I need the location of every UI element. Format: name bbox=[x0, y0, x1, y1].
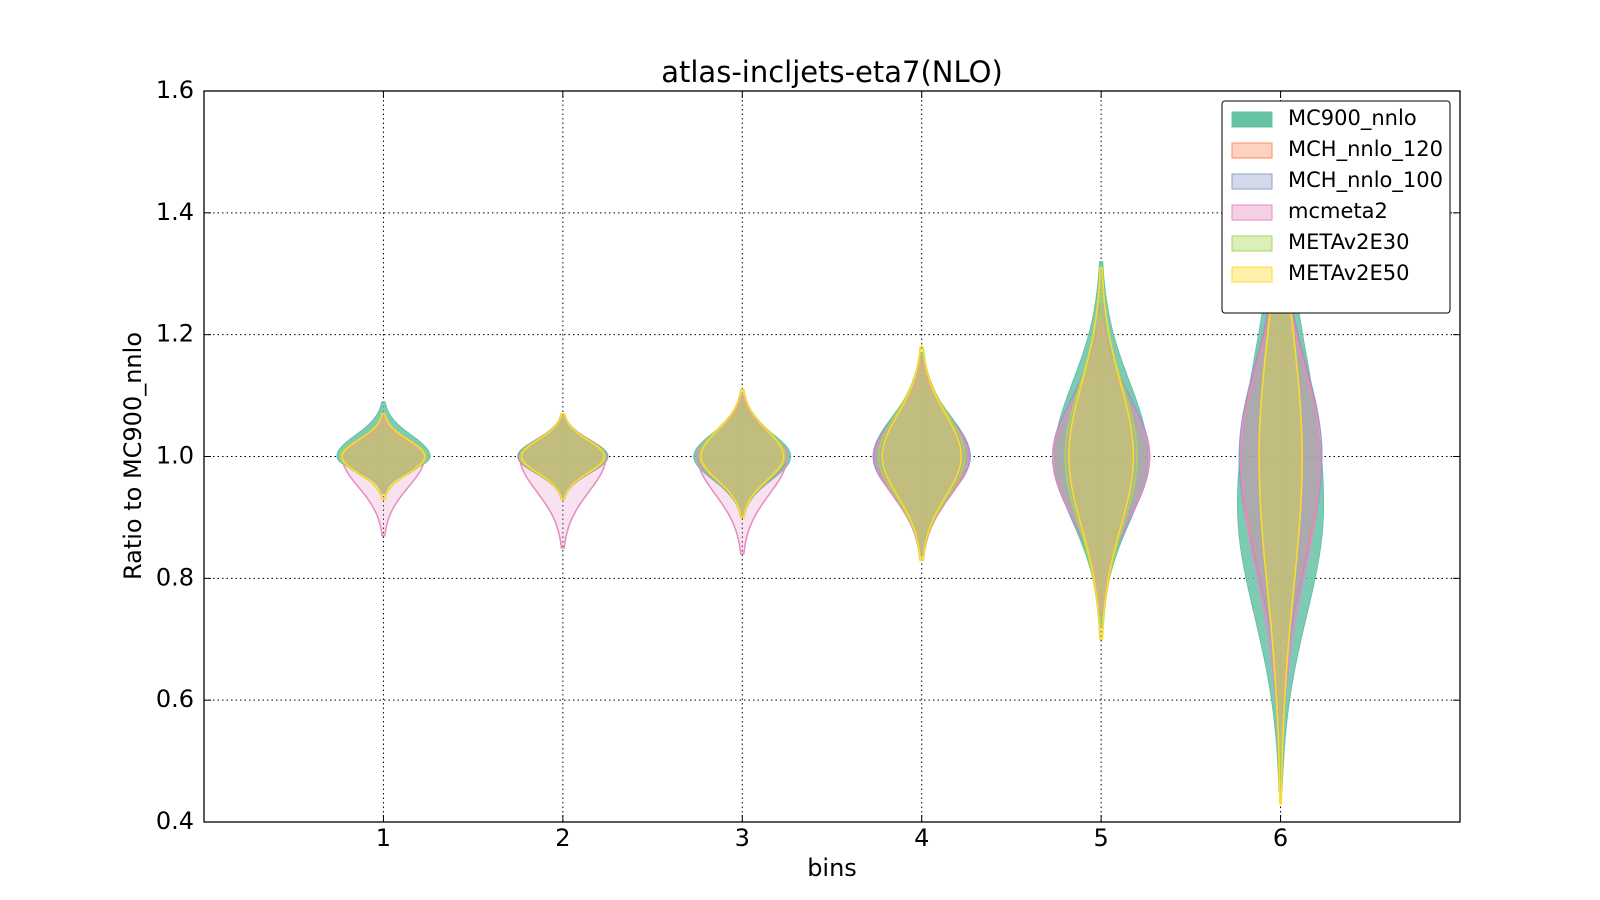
x-tick-label: 4 bbox=[914, 824, 929, 852]
legend-swatch bbox=[1231, 266, 1273, 283]
y-tick-label: 1.0 bbox=[156, 442, 194, 470]
x-axis-label: bins bbox=[807, 854, 857, 882]
violin bbox=[881, 346, 962, 561]
violin bbox=[1051, 303, 1151, 616]
violin bbox=[520, 413, 605, 500]
legend-label: MCH_nnlo_120 bbox=[1288, 137, 1443, 162]
x-tick-label: 3 bbox=[735, 824, 750, 852]
y-tick-label: 1.6 bbox=[156, 76, 194, 104]
legend-swatch bbox=[1231, 142, 1273, 159]
x-tick-label: 6 bbox=[1273, 824, 1288, 852]
violin bbox=[336, 401, 431, 494]
y-tick-label: 0.6 bbox=[156, 685, 194, 713]
violin bbox=[341, 419, 426, 537]
y-tick-label: 0.4 bbox=[156, 807, 194, 835]
y-tick-label: 0.8 bbox=[156, 563, 194, 591]
x-tick-label: 2 bbox=[555, 824, 570, 852]
legend-label: METAv2E50 bbox=[1288, 261, 1410, 285]
legend-label: MC900_nnlo bbox=[1288, 106, 1417, 131]
violin bbox=[1068, 266, 1135, 641]
plot-frame bbox=[203, 90, 1461, 823]
violin bbox=[1051, 321, 1151, 610]
chart-title: atlas-incljets-eta7(NLO) bbox=[661, 55, 1003, 89]
legend-label: MCH_nnlo_100 bbox=[1288, 168, 1443, 193]
legend-swatch bbox=[1231, 235, 1273, 252]
violin bbox=[700, 388, 785, 519]
legend-swatch bbox=[1231, 173, 1273, 190]
legend: MC900_nnlo MCH_nnlo_120 MCH_nnlo_100mcmeta… bbox=[1221, 100, 1451, 314]
violin bbox=[874, 358, 970, 561]
legend-label: METAv2E30 bbox=[1288, 230, 1410, 254]
violin bbox=[696, 394, 788, 555]
x-tick-label: 1 bbox=[376, 824, 391, 852]
legend-swatch bbox=[1231, 204, 1273, 221]
legend-swatch bbox=[1231, 111, 1273, 128]
x-tick-label: 5 bbox=[1094, 824, 1109, 852]
y-tick-label: 1.4 bbox=[156, 198, 194, 226]
y-tick-label: 1.2 bbox=[156, 320, 194, 348]
violin bbox=[341, 413, 426, 500]
legend-box bbox=[1221, 100, 1451, 314]
legend-label: mcmeta2 bbox=[1288, 199, 1388, 223]
y-axis-label: Ratio to MC900_nnlo bbox=[119, 332, 147, 580]
